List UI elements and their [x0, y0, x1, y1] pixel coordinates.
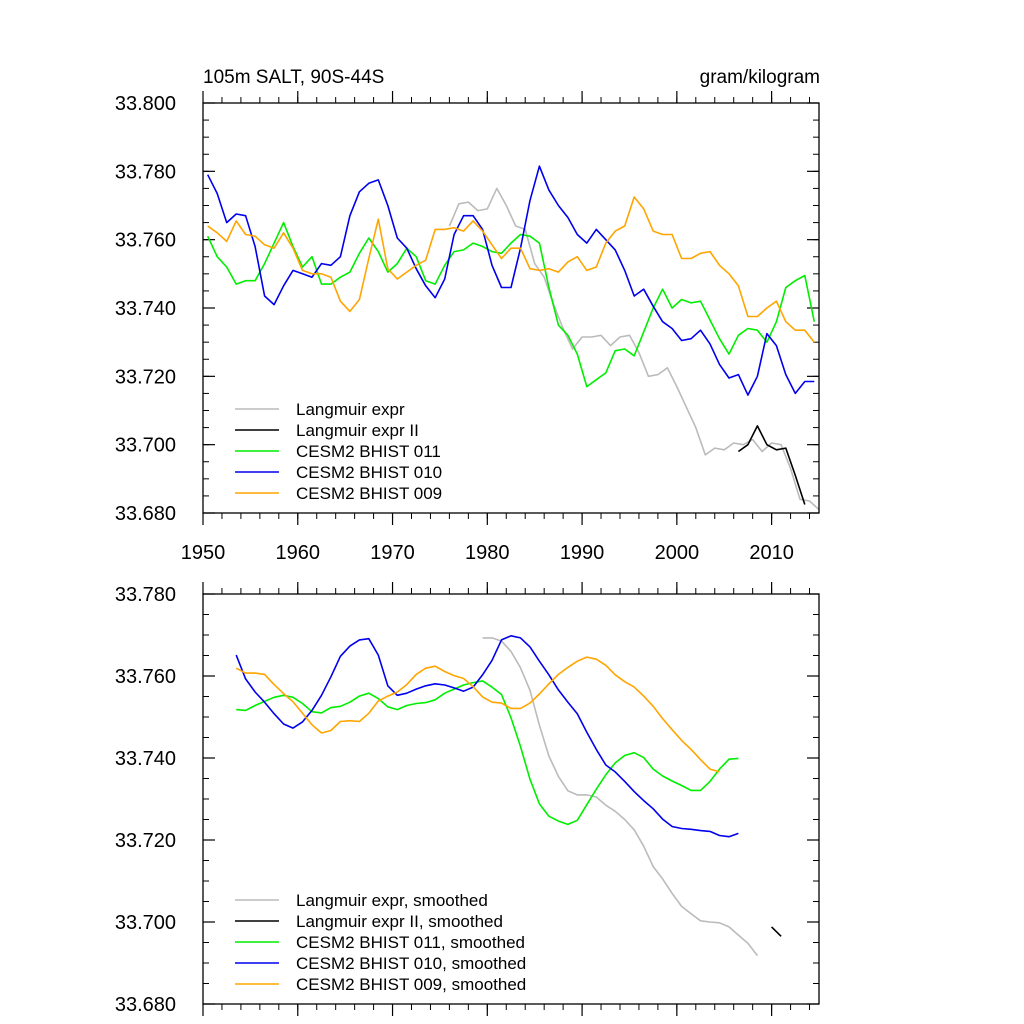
series-line-0	[448, 187, 819, 511]
x-tick-label: 1950	[181, 542, 226, 564]
bottom-panel: 33.680 33.700 33.720 33.740 33.760 33.780 Lan…	[115, 582, 820, 1016]
legend-label: CESM2 BHIST 010	[296, 463, 442, 482]
legend-label: CESM2 BHIST 010, smoothed	[296, 954, 526, 973]
y-tick-label: 33.680	[115, 994, 176, 1016]
y-tick-label: 33.680	[115, 503, 176, 525]
legend-label: CESM2 BHIST 011, smoothed	[296, 933, 525, 952]
units-label: gram/kilogram	[700, 67, 820, 88]
x-tick-label: 2010	[749, 542, 794, 564]
series-line-1	[771, 926, 782, 937]
y-tick-label: 33.740	[115, 748, 176, 770]
legend: Langmuir expr, smoothed Langmuir expr II,…	[235, 891, 526, 994]
y-tick-label: 33.780	[115, 584, 176, 606]
y-tick-label: 33.760	[115, 230, 176, 252]
x-tick-label: 1960	[276, 542, 321, 564]
x-tick-label: 2000	[655, 542, 700, 564]
y-tick-label: 33.720	[115, 366, 176, 388]
legend-label: Langmuir expr II, smoothed	[296, 912, 503, 931]
x-tick-label: 1990	[560, 542, 605, 564]
series-line-4	[235, 656, 720, 773]
y-tick-label: 33.700	[115, 912, 176, 934]
y-tick-label: 33.700	[115, 435, 176, 457]
series-line-4	[207, 196, 815, 343]
y-tick-label: 33.780	[115, 161, 176, 183]
legend: Langmuir expr Langmuir expr II CESM2 BHIST…	[235, 400, 442, 503]
y-tick-label: 33.800	[115, 93, 176, 115]
legend-label: CESM2 BHIST 011	[296, 442, 441, 461]
series-line-1	[737, 425, 806, 505]
series-line-2	[206, 221, 816, 388]
series-line-3	[235, 634, 739, 838]
series-line-3	[206, 165, 815, 396]
panel-title: 105m SALT, 90S-44S	[203, 67, 384, 88]
series-line-0	[482, 637, 759, 957]
x-tick-label: 1980	[465, 542, 510, 564]
top-panel: 105m SALT, 90S-44S gram/kilogram 33.680 3…	[115, 67, 820, 564]
y-tick-label: 33.760	[115, 666, 176, 688]
legend-label: CESM2 BHIST 009, smoothed	[296, 975, 526, 994]
legend-label: Langmuir expr II	[296, 421, 419, 440]
y-tick-label: 33.740	[115, 298, 176, 320]
legend-label: CESM2 BHIST 009	[296, 484, 442, 503]
legend-label: Langmuir expr, smoothed	[296, 891, 488, 910]
legend-label: Langmuir expr	[296, 400, 405, 419]
series-line-2	[236, 680, 739, 826]
x-tick-label: 1970	[370, 542, 415, 564]
y-tick-label: 33.720	[115, 830, 176, 852]
plot-frame	[202, 102, 820, 514]
plot-frame	[202, 593, 820, 1005]
